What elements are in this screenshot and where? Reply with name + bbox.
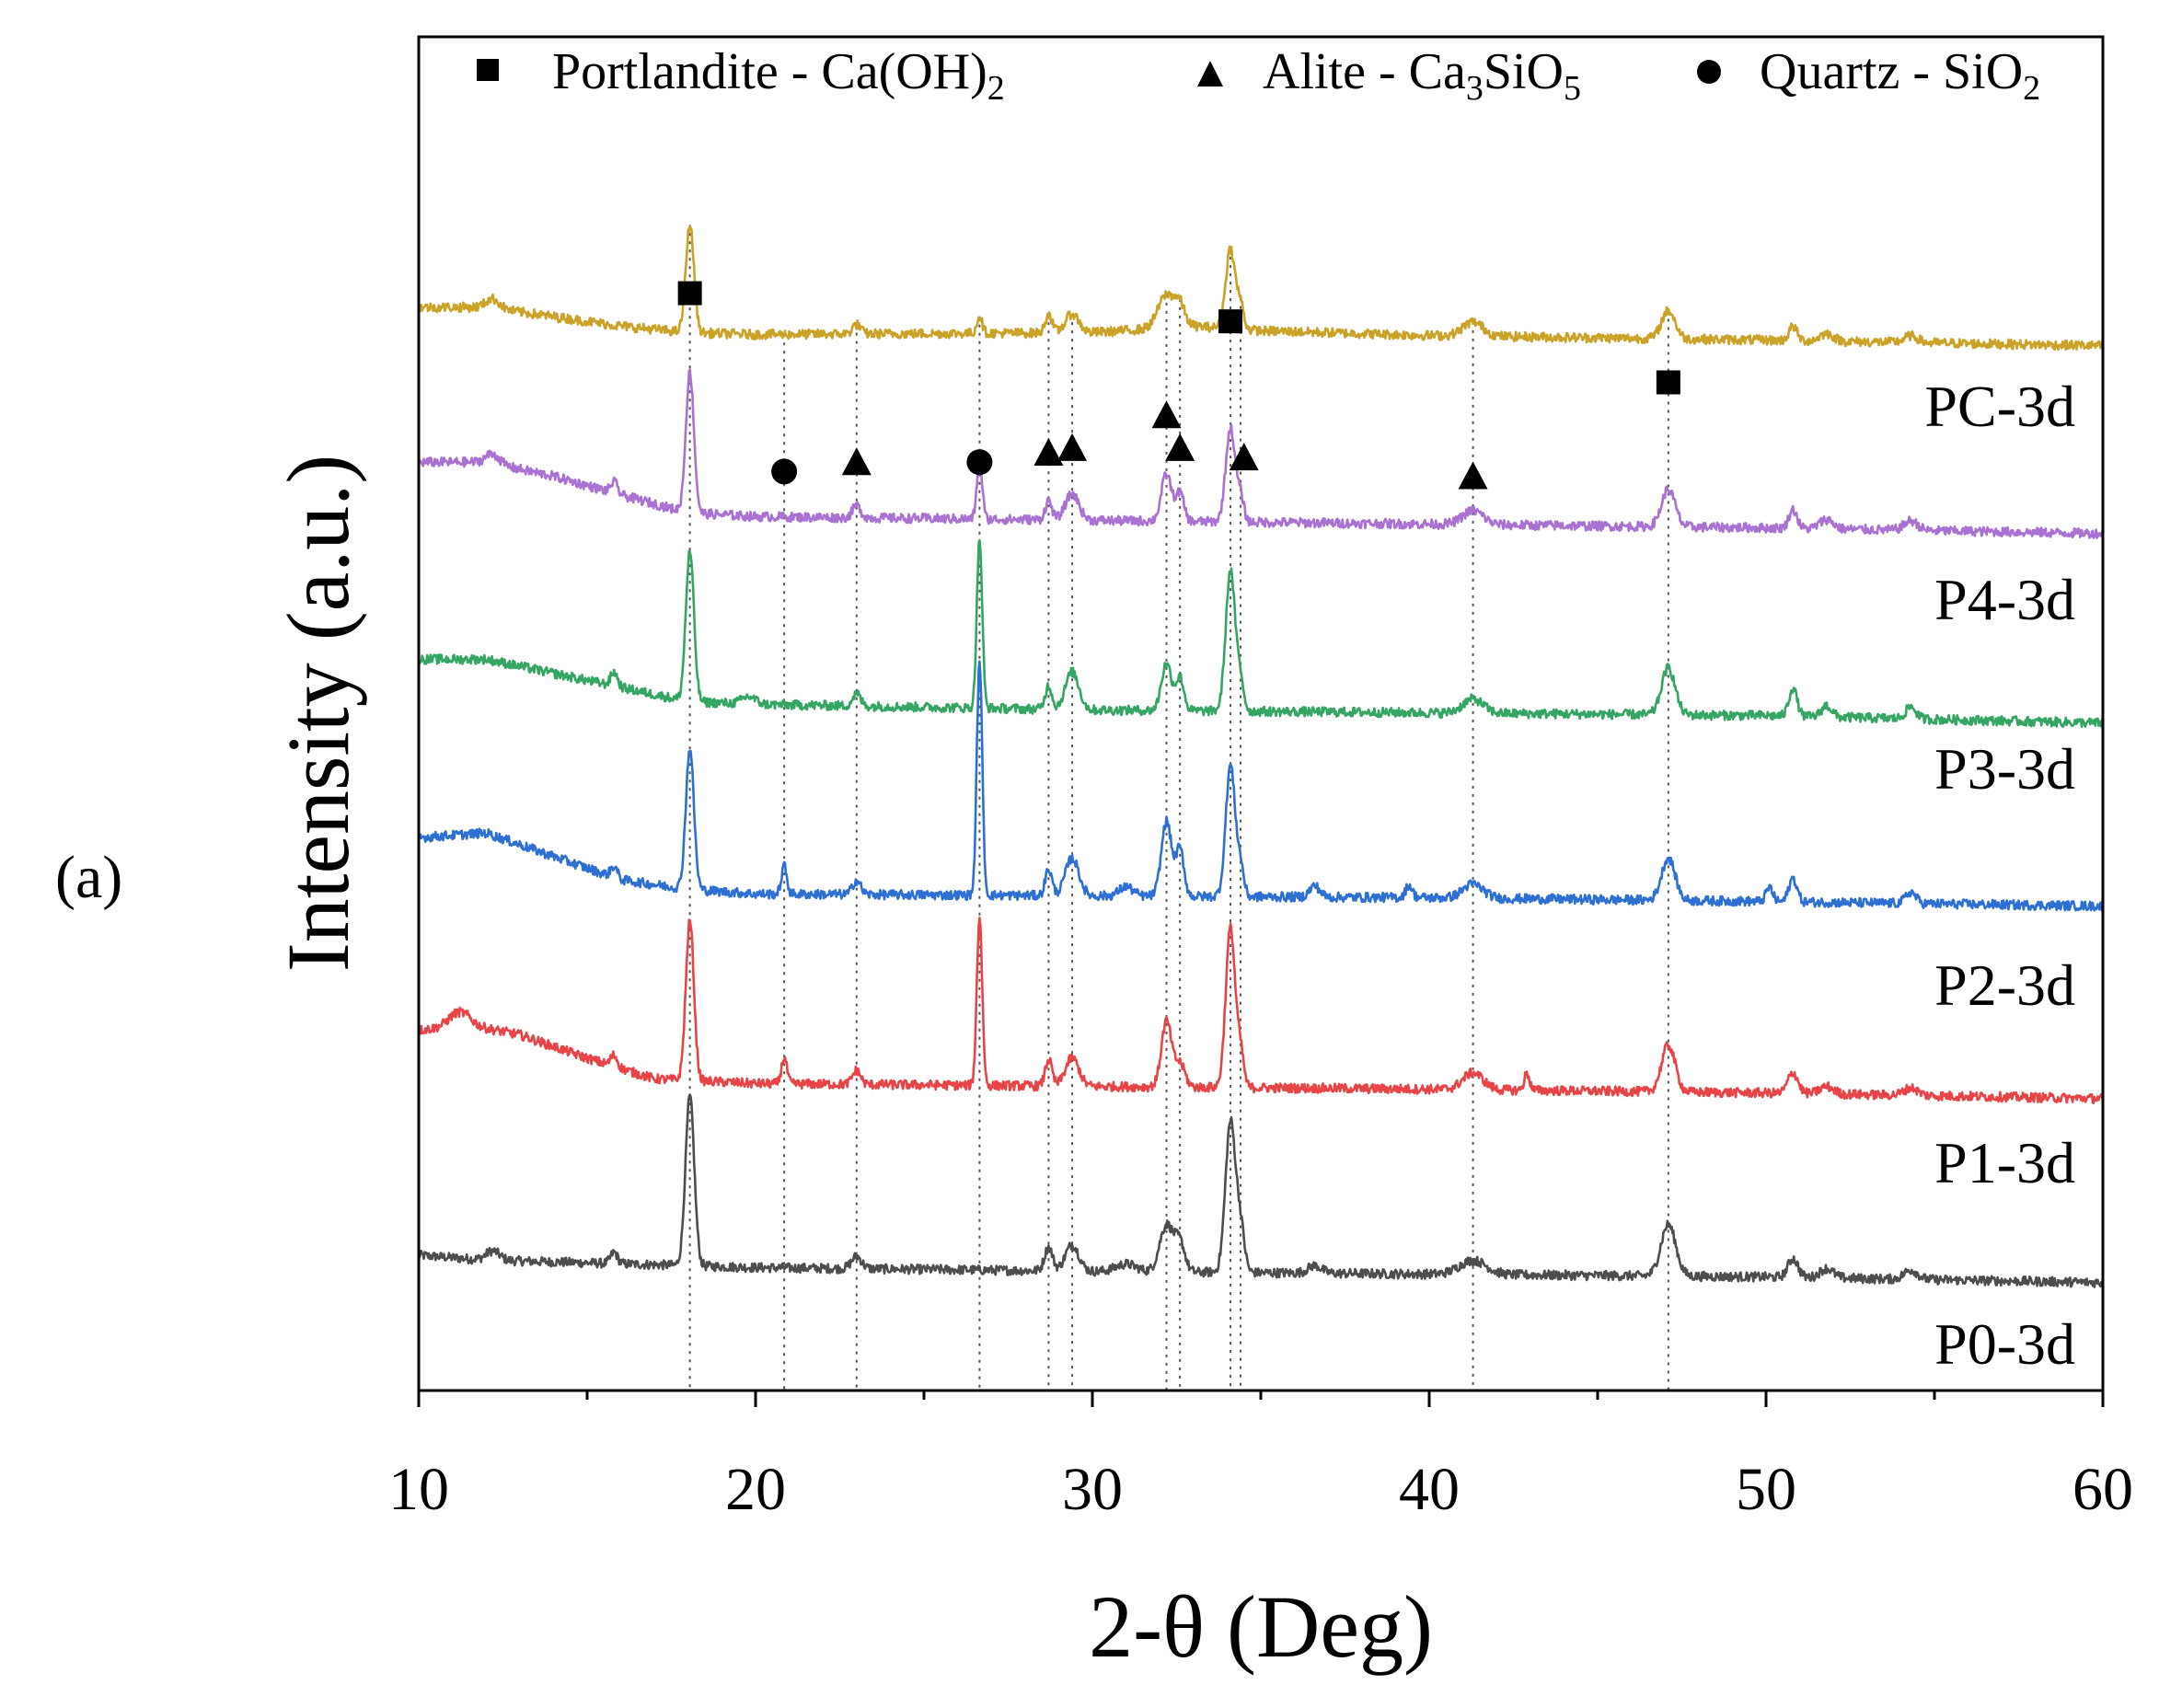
phase-markers bbox=[677, 281, 1680, 490]
series-label-p1: P1-3d bbox=[1934, 1130, 2075, 1195]
alite-marker bbox=[1033, 438, 1064, 466]
alite-marker bbox=[841, 447, 872, 476]
series-layer bbox=[417, 225, 2105, 1288]
series-line-p2-3d bbox=[417, 660, 2105, 912]
portlandite-marker bbox=[1656, 370, 1680, 395]
x-axis-title: 2-θ (Deg) bbox=[1089, 1577, 1433, 1676]
series-line-p4-3d bbox=[417, 368, 2105, 539]
panel-label: (a) bbox=[55, 844, 122, 911]
series-label-p4: P4-3d bbox=[1934, 567, 2075, 632]
x-tick-label: 20 bbox=[725, 1456, 786, 1523]
x-tick-label: 50 bbox=[1736, 1456, 1796, 1523]
alite-marker bbox=[1229, 443, 1259, 471]
x-axis: 10 20 30 40 50 60 bbox=[388, 1391, 2133, 1523]
legend-circle-icon bbox=[1697, 60, 1721, 84]
legend-quartz: Quartz - SiO2 bbox=[1760, 43, 2040, 108]
x-tick-label: 40 bbox=[1399, 1456, 1460, 1523]
series-label-pc: PC-3d bbox=[1924, 374, 2075, 439]
legend-square-icon bbox=[477, 59, 499, 81]
series-line-pc-3d bbox=[417, 225, 2104, 352]
series-line-p1-3d bbox=[418, 917, 2105, 1104]
x-tick-label: 10 bbox=[388, 1456, 449, 1523]
series-label-p0: P0-3d bbox=[1934, 1311, 2075, 1377]
y-axis-title: Intensity (a.u.) bbox=[269, 455, 367, 973]
alite-marker bbox=[1165, 433, 1195, 461]
legend-triangle-icon bbox=[1197, 61, 1223, 87]
series-label-p3: P3-3d bbox=[1934, 736, 2075, 802]
legend: Portlandite - Ca(OH)2 Alite - Ca3SiO5 Qu… bbox=[477, 43, 2040, 108]
quartz-marker bbox=[966, 449, 993, 476]
alite-marker bbox=[1458, 461, 1488, 490]
legend-portlandite: Portlandite - Ca(OH)2 bbox=[552, 43, 1005, 108]
series-label-p2: P2-3d bbox=[1934, 952, 2075, 1018]
x-tick-label: 30 bbox=[1062, 1456, 1123, 1523]
alite-marker bbox=[1151, 400, 1182, 429]
portlandite-marker bbox=[677, 281, 702, 306]
series-line-p3-3d bbox=[417, 538, 2105, 729]
quartz-marker bbox=[771, 458, 798, 485]
portlandite-marker bbox=[1218, 309, 1243, 334]
alite-marker bbox=[1057, 433, 1088, 461]
legend-alite: Alite - Ca3SiO5 bbox=[1263, 43, 1581, 108]
x-tick-label: 60 bbox=[2072, 1456, 2133, 1523]
series-line-p0-3d bbox=[417, 1093, 2105, 1288]
